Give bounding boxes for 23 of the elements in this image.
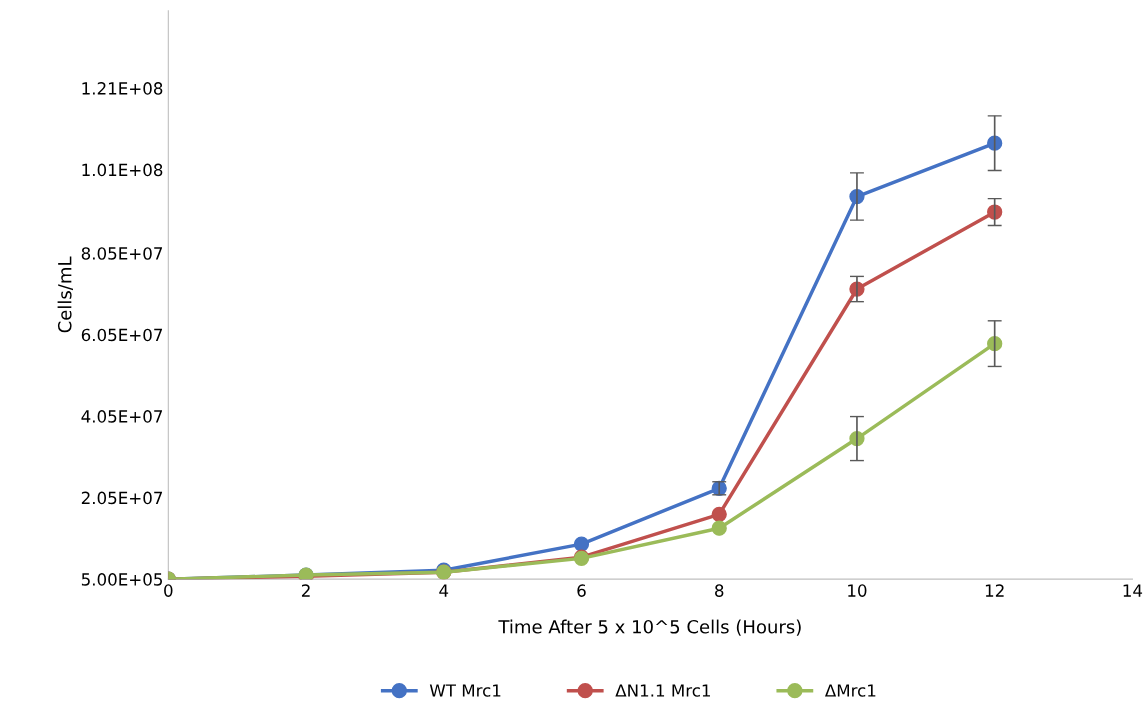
legend-label: ΔN1.1 Mrc1: [615, 684, 710, 697]
x-tick-label: 8: [715, 584, 724, 597]
y-tick-label: 5.00E+05: [81, 573, 162, 586]
x-tick-label: 12: [985, 584, 1004, 597]
x-axis-title: Time After 5 x 10^5 Cells (Hours): [498, 619, 801, 636]
point: [573, 536, 590, 552]
x-tick-label: 6: [577, 584, 586, 597]
x-tick-label: 10: [848, 584, 867, 597]
x-tick-label: 14: [1123, 584, 1143, 597]
point: [711, 520, 727, 536]
y-tick-label: 6.05E+07: [81, 328, 163, 342]
legend-label: WT Mrc1: [429, 684, 501, 697]
y-tick-label: 8.05E+07: [81, 247, 163, 260]
x-tick-label: 0: [164, 584, 173, 597]
y-axis-title: Cells/mL: [57, 256, 73, 333]
legend-label: ΔMrc1: [824, 684, 876, 697]
y-tick-label: 2.05E+07: [81, 491, 163, 505]
x-tick-label: 2: [301, 584, 310, 597]
point: [711, 506, 727, 523]
y-tick-label: 1.01E+08: [82, 163, 163, 177]
y-tick-label: 4.05E+07: [81, 410, 163, 423]
y-tick-label: 1.21E+08: [82, 82, 163, 95]
x-tick-label: 4: [439, 584, 449, 597]
